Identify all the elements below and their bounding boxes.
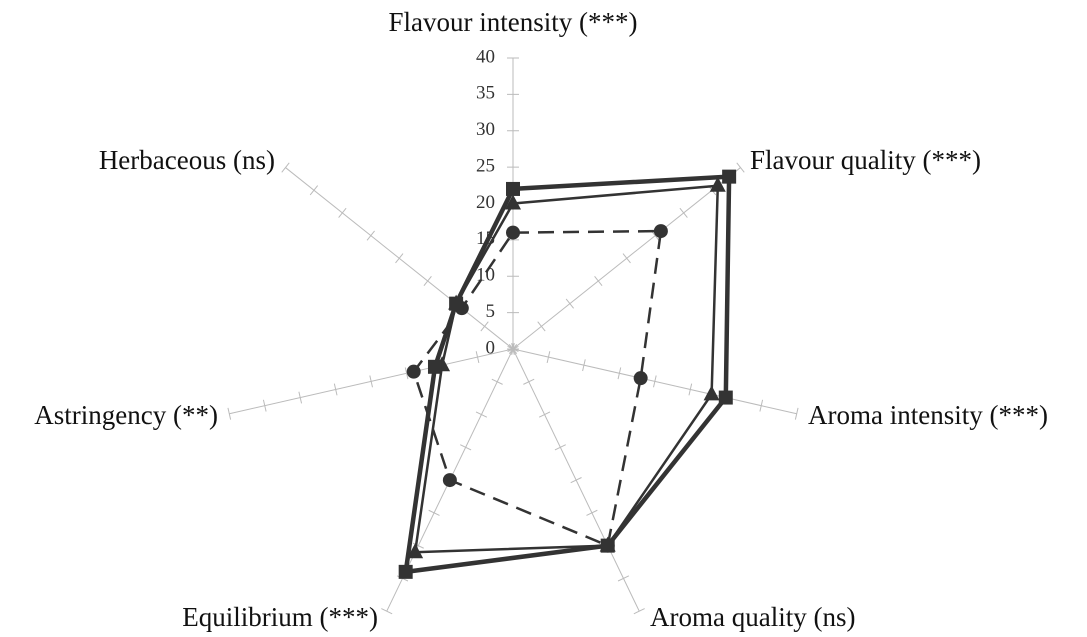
y-tick-label: 40 bbox=[476, 46, 495, 67]
tick-mark bbox=[586, 509, 598, 516]
marker-triangle bbox=[703, 385, 720, 401]
tick-mark bbox=[369, 375, 373, 388]
tick-mark bbox=[794, 407, 799, 420]
tick-mark bbox=[653, 375, 657, 388]
marker-square bbox=[449, 296, 464, 311]
marker-square bbox=[722, 169, 737, 184]
category-label: Equilibrium (***) bbox=[182, 602, 378, 632]
y-tick-label: 20 bbox=[476, 192, 495, 213]
tick-mark bbox=[395, 253, 404, 264]
tick-mark bbox=[679, 207, 688, 218]
tick-mark bbox=[582, 359, 586, 372]
tick-mark bbox=[333, 383, 338, 396]
category-label: Aroma quality (ns) bbox=[650, 602, 855, 632]
tick-mark bbox=[554, 444, 566, 451]
marker-triangle bbox=[407, 543, 424, 559]
tick-mark bbox=[281, 162, 290, 173]
tick-mark bbox=[736, 162, 745, 173]
marker-square bbox=[506, 181, 520, 196]
tick-mark bbox=[688, 383, 693, 396]
tick-mark bbox=[309, 185, 319, 196]
tick-mark bbox=[651, 230, 660, 241]
marker-square bbox=[718, 390, 733, 405]
tick-mark bbox=[594, 275, 603, 286]
tick-mark bbox=[428, 509, 440, 516]
tick-mark bbox=[262, 399, 267, 412]
tick-mark bbox=[570, 477, 582, 484]
marker-circle bbox=[653, 224, 668, 239]
marker-circle bbox=[633, 371, 648, 386]
tick-mark bbox=[617, 367, 622, 380]
y-tick-label: 25 bbox=[476, 155, 495, 176]
tick-mark bbox=[475, 411, 488, 418]
tick-mark bbox=[633, 608, 645, 615]
tick-mark bbox=[508, 343, 518, 355]
series-line bbox=[413, 184, 720, 554]
series-line bbox=[403, 174, 732, 575]
tick-mark bbox=[480, 321, 489, 332]
category-label: Astringency (**) bbox=[34, 400, 218, 430]
tick-mark bbox=[491, 378, 503, 385]
y-tick-label: 0 bbox=[486, 337, 496, 358]
category-label: Aroma intensity (***) bbox=[808, 400, 1048, 430]
tick-mark bbox=[565, 298, 575, 309]
tick-mark bbox=[460, 444, 472, 451]
tick-mark bbox=[759, 399, 764, 412]
marker-square bbox=[600, 538, 615, 553]
marker-circle bbox=[506, 225, 520, 240]
tick-mark bbox=[475, 351, 480, 364]
marker-circle bbox=[406, 364, 421, 379]
tick-mark bbox=[546, 351, 551, 364]
tick-mark bbox=[404, 367, 409, 380]
tick-mark bbox=[338, 207, 347, 218]
category-label: Herbaceous (ns) bbox=[99, 145, 275, 175]
y-tick-label: 5 bbox=[486, 301, 496, 322]
tick-mark bbox=[227, 407, 232, 420]
tick-mark bbox=[412, 542, 424, 549]
tick-mark bbox=[617, 575, 630, 582]
tick-mark bbox=[622, 253, 631, 264]
tick-mark bbox=[381, 608, 393, 615]
tick-mark bbox=[538, 411, 551, 418]
marker-triangle bbox=[505, 194, 521, 210]
tick-mark bbox=[423, 275, 432, 286]
tick-mark bbox=[298, 391, 303, 404]
marker-square bbox=[398, 564, 413, 579]
tick-mark bbox=[366, 230, 375, 241]
y-tick-label: 30 bbox=[476, 119, 495, 140]
category-label: Flavour intensity (***) bbox=[389, 7, 638, 37]
marker-square bbox=[427, 359, 442, 374]
marker-circle bbox=[442, 473, 457, 488]
category-label: Flavour quality (***) bbox=[750, 145, 981, 175]
series-line bbox=[412, 229, 663, 548]
marker-triangle bbox=[709, 176, 726, 192]
tick-mark bbox=[523, 378, 535, 385]
y-tick-label: 35 bbox=[476, 83, 495, 104]
tick-mark bbox=[537, 321, 546, 332]
